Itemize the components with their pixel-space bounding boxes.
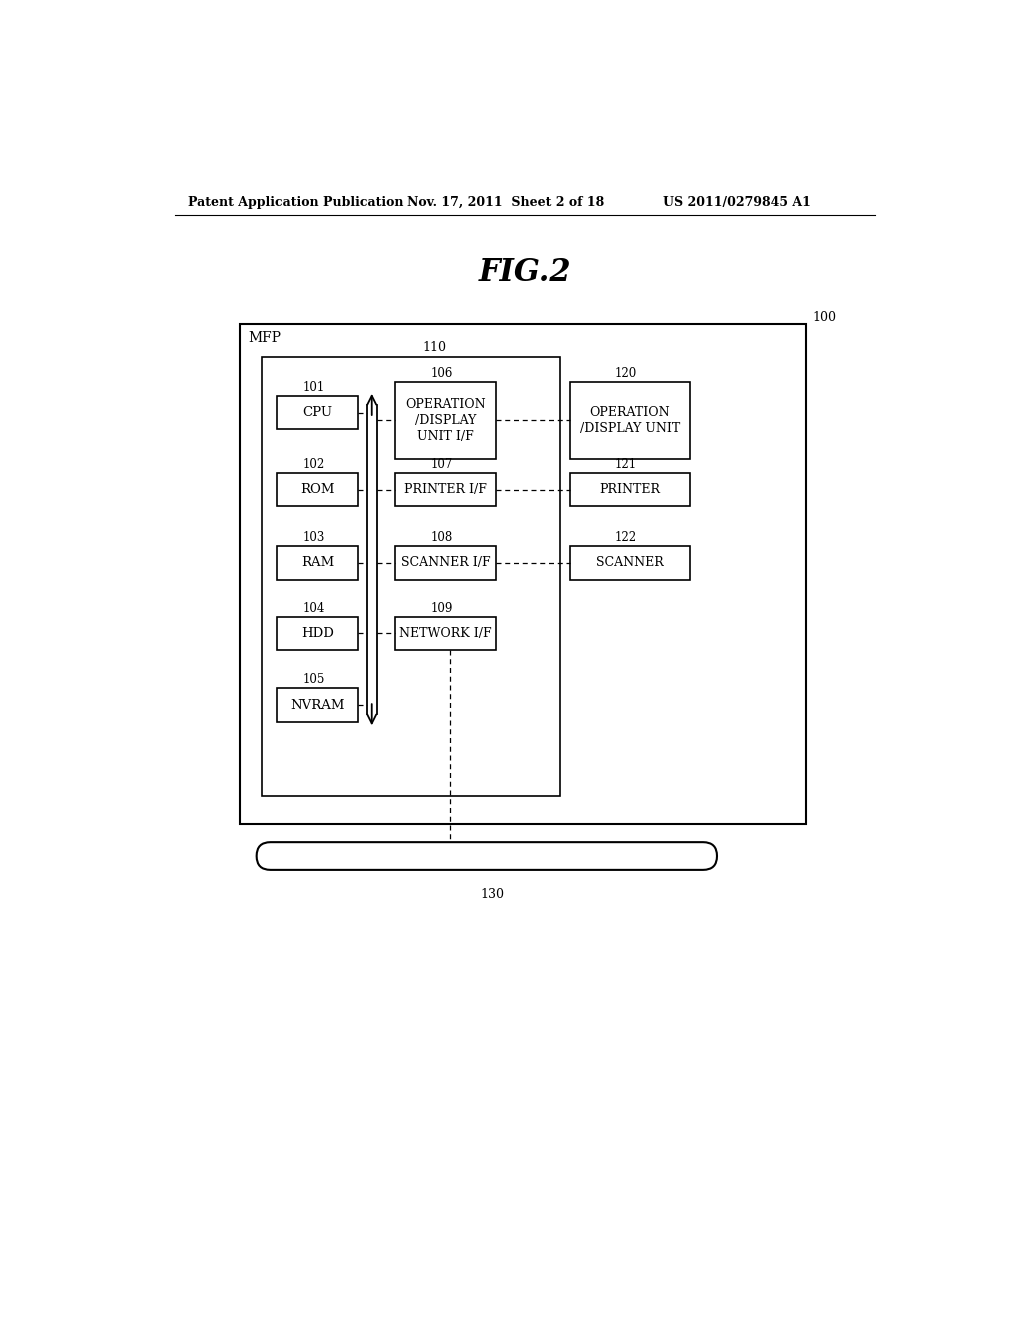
Text: US 2011/0279845 A1: US 2011/0279845 A1 <box>663 195 811 209</box>
Text: 121: 121 <box>614 458 637 471</box>
Bar <box>276 396 358 429</box>
Bar <box>395 616 496 651</box>
Bar <box>395 545 496 579</box>
Text: NVRAM: NVRAM <box>290 698 345 711</box>
Text: SCANNER: SCANNER <box>596 556 664 569</box>
Bar <box>569 545 690 579</box>
Text: 120: 120 <box>614 367 637 380</box>
Text: SCANNER I/F: SCANNER I/F <box>401 556 490 569</box>
Text: Nov. 17, 2011  Sheet 2 of 18: Nov. 17, 2011 Sheet 2 of 18 <box>407 195 604 209</box>
Text: NETWORK I/F: NETWORK I/F <box>399 627 493 640</box>
Text: HDD: HDD <box>301 627 334 640</box>
Text: PRINTER I/F: PRINTER I/F <box>404 483 487 496</box>
Text: 104: 104 <box>302 602 325 615</box>
Text: 109: 109 <box>431 602 453 615</box>
Text: CPU: CPU <box>302 407 333 418</box>
Text: Patent Application Publication: Patent Application Publication <box>188 195 403 209</box>
Text: FIG.2: FIG.2 <box>478 257 571 288</box>
Text: PRINTER: PRINTER <box>599 483 660 496</box>
Bar <box>241 323 806 825</box>
Text: MFP: MFP <box>248 331 282 345</box>
Text: 102: 102 <box>302 458 325 471</box>
Text: 105: 105 <box>302 673 325 686</box>
Bar <box>569 381 690 459</box>
FancyBboxPatch shape <box>257 842 717 870</box>
Bar <box>262 358 560 796</box>
Text: RAM: RAM <box>301 556 334 569</box>
Bar <box>395 381 496 459</box>
Text: 103: 103 <box>302 531 325 544</box>
Text: OPERATION
/DISPLAY
UNIT I/F: OPERATION /DISPLAY UNIT I/F <box>406 397 486 442</box>
Bar <box>276 616 358 651</box>
Text: 106: 106 <box>431 367 453 380</box>
Bar <box>276 688 358 722</box>
Text: 110: 110 <box>423 342 446 354</box>
Text: 108: 108 <box>431 531 453 544</box>
Text: ROM: ROM <box>300 483 335 496</box>
Text: 101: 101 <box>302 380 325 393</box>
Text: OPERATION
/DISPLAY UNIT: OPERATION /DISPLAY UNIT <box>580 405 680 434</box>
Text: 130: 130 <box>480 888 505 902</box>
Text: 107: 107 <box>431 458 453 471</box>
Bar <box>276 473 358 507</box>
Text: 122: 122 <box>614 531 637 544</box>
Bar <box>276 545 358 579</box>
Bar <box>395 473 496 507</box>
Text: 100: 100 <box>812 312 837 325</box>
Bar <box>569 473 690 507</box>
